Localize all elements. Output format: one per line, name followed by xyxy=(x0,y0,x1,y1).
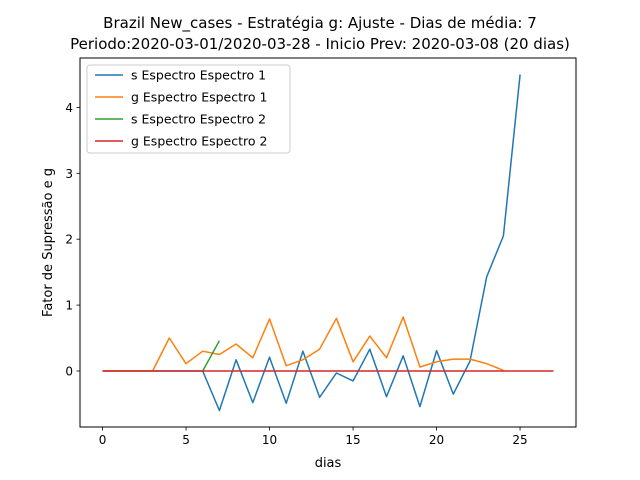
y-tick-label: 1 xyxy=(65,299,73,313)
x-tick-label: 0 xyxy=(99,433,107,447)
y-axis-ticks: 0 1 2 3 4 xyxy=(65,101,80,378)
plot-lines xyxy=(102,74,554,412)
legend-label-1: s Espectro Espectro 1 xyxy=(131,68,266,83)
plot-frame xyxy=(79,57,577,428)
legend-label-2: g Espectro Espectro 1 xyxy=(131,90,267,105)
legend-label-4: g Espectro Espectro 2 xyxy=(131,134,267,149)
x-axis-ticks: 0 5 10 15 20 25 xyxy=(99,427,528,447)
x-tick-label: 10 xyxy=(262,433,277,447)
chart-title-line2: Periodo:2020-03-01/2020-03-28 - Inicio P… xyxy=(70,35,570,53)
series-line-3 xyxy=(202,340,221,372)
x-axis-label: dias xyxy=(315,456,342,471)
legend: s Espectro Espectro 1 g Espectro Espectro… xyxy=(86,64,291,154)
series-line-2 xyxy=(102,316,504,372)
y-tick-label: 3 xyxy=(65,167,73,181)
x-tick-label: 20 xyxy=(429,433,444,447)
legend-box xyxy=(86,64,291,154)
y-tick-label: 2 xyxy=(65,233,73,247)
x-tick-label: 25 xyxy=(512,433,527,447)
x-tick-label: 15 xyxy=(345,433,360,447)
x-tick-label: 5 xyxy=(182,433,190,447)
chart-title-line1: Brazil New_cases - Estratégia g: Ajuste … xyxy=(103,14,537,32)
y-tick-label: 0 xyxy=(65,364,73,378)
y-tick-label: 4 xyxy=(65,101,73,115)
legend-label-3: s Espectro Espectro 2 xyxy=(131,112,266,127)
y-axis-label: Fator de Supressão e g xyxy=(41,168,56,317)
